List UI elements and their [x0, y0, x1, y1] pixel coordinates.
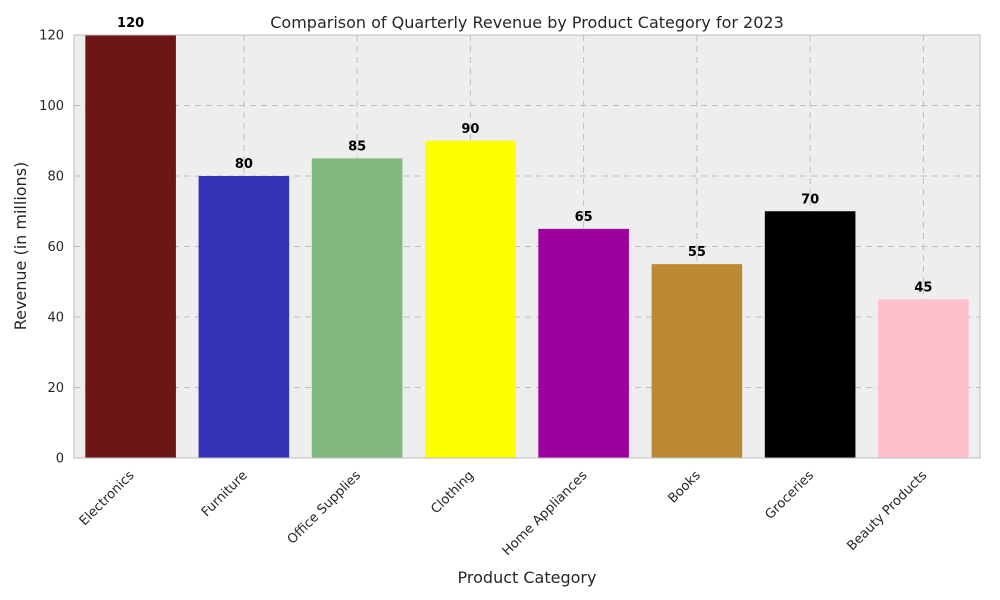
data-labels: 120 80 85 90 65 55 70 45	[117, 16, 932, 295]
data-label: 120	[117, 16, 144, 31]
data-label: 80	[235, 157, 253, 172]
bar-clothing	[425, 140, 516, 458]
data-label: 55	[688, 245, 706, 260]
bar-groceries	[764, 211, 856, 458]
y-tick-label: 80	[47, 170, 64, 185]
data-label: 70	[801, 192, 819, 207]
x-axis-label: Product Category	[458, 568, 597, 587]
x-tick-label: Home Appliances	[500, 468, 591, 559]
x-axis-ticks: Electronics Furniture Office Supplies Cloth…	[77, 468, 931, 559]
y-tick-label: 120	[39, 29, 64, 44]
data-label: 65	[575, 210, 593, 225]
data-label: 85	[348, 139, 366, 154]
bar-home-appliances	[538, 228, 629, 458]
x-tick-label: Groceries	[763, 468, 818, 523]
y-axis-label: Revenue (in millions)	[11, 162, 30, 331]
y-tick-label: 0	[56, 452, 64, 467]
y-axis-ticks: 0 20 40 60 80 100 120	[39, 29, 64, 467]
bars	[85, 35, 969, 458]
bar-electronics	[85, 35, 176, 458]
y-tick-label: 60	[47, 240, 64, 255]
bar-books	[651, 264, 743, 458]
x-tick-label: Office Supplies	[285, 468, 364, 547]
x-tick-label: Beauty Products	[845, 468, 931, 554]
y-tick-label: 20	[47, 381, 64, 396]
plot-frame	[73, 34, 981, 459]
y-tick-label: 100	[39, 99, 64, 114]
bar-beauty-products	[878, 299, 969, 458]
data-label: 45	[914, 280, 932, 295]
x-tick-label: Electronics	[77, 468, 138, 529]
bar-furniture	[198, 176, 290, 458]
data-label: 90	[461, 122, 479, 137]
x-tick-label: Books	[665, 468, 703, 506]
bar-office-supplies	[311, 158, 403, 458]
y-tick-label: 40	[47, 311, 64, 326]
x-tick-label: Furniture	[199, 468, 251, 520]
chart-title: Comparison of Quarterly Revenue by Produ…	[270, 13, 784, 32]
x-tick-label: Clothing	[428, 468, 477, 517]
